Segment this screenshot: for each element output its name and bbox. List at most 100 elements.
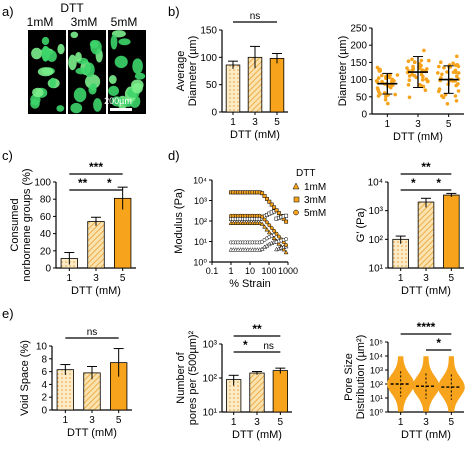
data-point <box>376 94 381 98</box>
y-tick-label: 40 <box>40 229 52 240</box>
chart-pores: 10¹ 10² 10³ Number of pores per (500µm)² DTT … <box>175 322 292 441</box>
cell-blob <box>118 38 131 46</box>
data-point <box>406 59 411 63</box>
x-tick-label: 3 <box>89 415 95 426</box>
data-point <box>262 194 267 199</box>
x-tick-label: 5 <box>446 119 452 130</box>
cell-blob <box>30 99 40 109</box>
bar <box>225 64 241 113</box>
data-point <box>420 78 425 82</box>
data-point <box>419 58 424 63</box>
y-tick-label: 10² <box>203 374 218 385</box>
data-point <box>445 102 450 106</box>
bar <box>249 372 265 413</box>
data-point <box>451 70 456 75</box>
data-point <box>267 199 272 204</box>
data-point <box>264 227 270 232</box>
y-tick-label: 20 <box>40 246 52 257</box>
data-point <box>284 243 289 248</box>
significance-label: * <box>107 176 112 190</box>
significance-label: *** <box>89 160 103 174</box>
data-point <box>420 68 424 72</box>
cell-blob <box>114 55 128 69</box>
bar <box>269 58 285 113</box>
data-point <box>439 60 443 64</box>
y-axis-label: Average <box>175 51 187 92</box>
significance-label: * <box>411 176 416 190</box>
y-tick-label: 80 <box>40 195 52 206</box>
legend-label: 5mM <box>304 208 326 219</box>
data-point <box>262 224 267 229</box>
y-tick-label: 10² <box>194 217 207 227</box>
bar <box>417 201 435 269</box>
data-point <box>260 191 265 196</box>
y-tick-label: 4 <box>41 380 47 391</box>
data-point <box>393 92 398 97</box>
data-point <box>411 64 415 69</box>
cell-blob <box>57 43 65 55</box>
cell-blob <box>70 31 79 38</box>
data-point <box>440 72 444 77</box>
data-point <box>410 68 415 72</box>
cell-blob <box>75 52 82 62</box>
cell-blob <box>73 87 87 103</box>
chart-pore_size: 10⁰ 10¹ 10² 10³ 10⁴ 10⁵ Pore Size Distribution … <box>343 320 465 441</box>
significance-label: ns <box>250 11 261 22</box>
significance-label: ns <box>87 327 98 338</box>
cell-blob <box>90 40 102 55</box>
micrograph-label-1: 1mM <box>27 15 54 29</box>
data-point <box>272 205 277 210</box>
x-tick-label: 1 <box>398 273 404 284</box>
data-point <box>441 95 446 100</box>
data-point <box>445 70 449 74</box>
violin <box>412 356 440 412</box>
data-point <box>284 213 289 218</box>
data-point <box>437 64 441 69</box>
chart-norbornene: 0 20 40 60 80 100 Consumed norbornene groups (%… <box>9 160 136 297</box>
x-tick-label: 100 <box>261 266 276 276</box>
data-point <box>276 211 281 216</box>
legend-marker <box>292 182 300 190</box>
data-point <box>259 221 265 226</box>
x-axis-label: DTT (mM) <box>232 429 282 441</box>
y-axis-label: G′ (Pa) <box>355 208 367 242</box>
data-point <box>264 220 269 225</box>
x-tick-label: 0.1 <box>206 266 219 276</box>
x-tick-label: 5 <box>274 117 280 128</box>
y-tick-label: 50 <box>206 80 218 91</box>
data-point <box>454 70 459 75</box>
y-tick-label: 10⁴ <box>369 352 383 362</box>
data-point <box>266 229 272 235</box>
y-tick-label: 10³ <box>369 206 384 217</box>
data-point <box>405 66 409 70</box>
y-tick-label: 8 <box>41 354 47 365</box>
data-point <box>423 88 428 92</box>
x-tick-label: 5 <box>278 417 284 428</box>
x-tick-label: 1 <box>398 417 404 428</box>
data-point <box>281 246 287 252</box>
legend-label: 1mM <box>304 182 326 193</box>
bar <box>87 221 105 269</box>
bar <box>443 194 460 269</box>
data-point <box>375 65 380 70</box>
x-tick-label: 3 <box>415 119 421 130</box>
significance-label: ns <box>263 341 274 352</box>
y-tick-label: 0 <box>361 110 367 121</box>
y-tick-label: 100 <box>34 178 51 189</box>
y-tick-label: 10¹ <box>370 394 383 404</box>
data-point <box>454 83 459 88</box>
cell-blob <box>111 96 123 107</box>
cell-blob <box>132 58 143 74</box>
y-tick-label: 150 <box>200 26 217 37</box>
data-point <box>419 72 424 77</box>
y-tick-label: 10³ <box>203 340 218 351</box>
data-point <box>422 48 426 53</box>
cell-blob <box>70 102 83 114</box>
data-point <box>276 234 281 239</box>
data-point <box>283 249 289 255</box>
cell-blob <box>37 67 54 77</box>
cell-blob <box>41 46 51 62</box>
y-tick-label: 0 <box>211 108 217 119</box>
